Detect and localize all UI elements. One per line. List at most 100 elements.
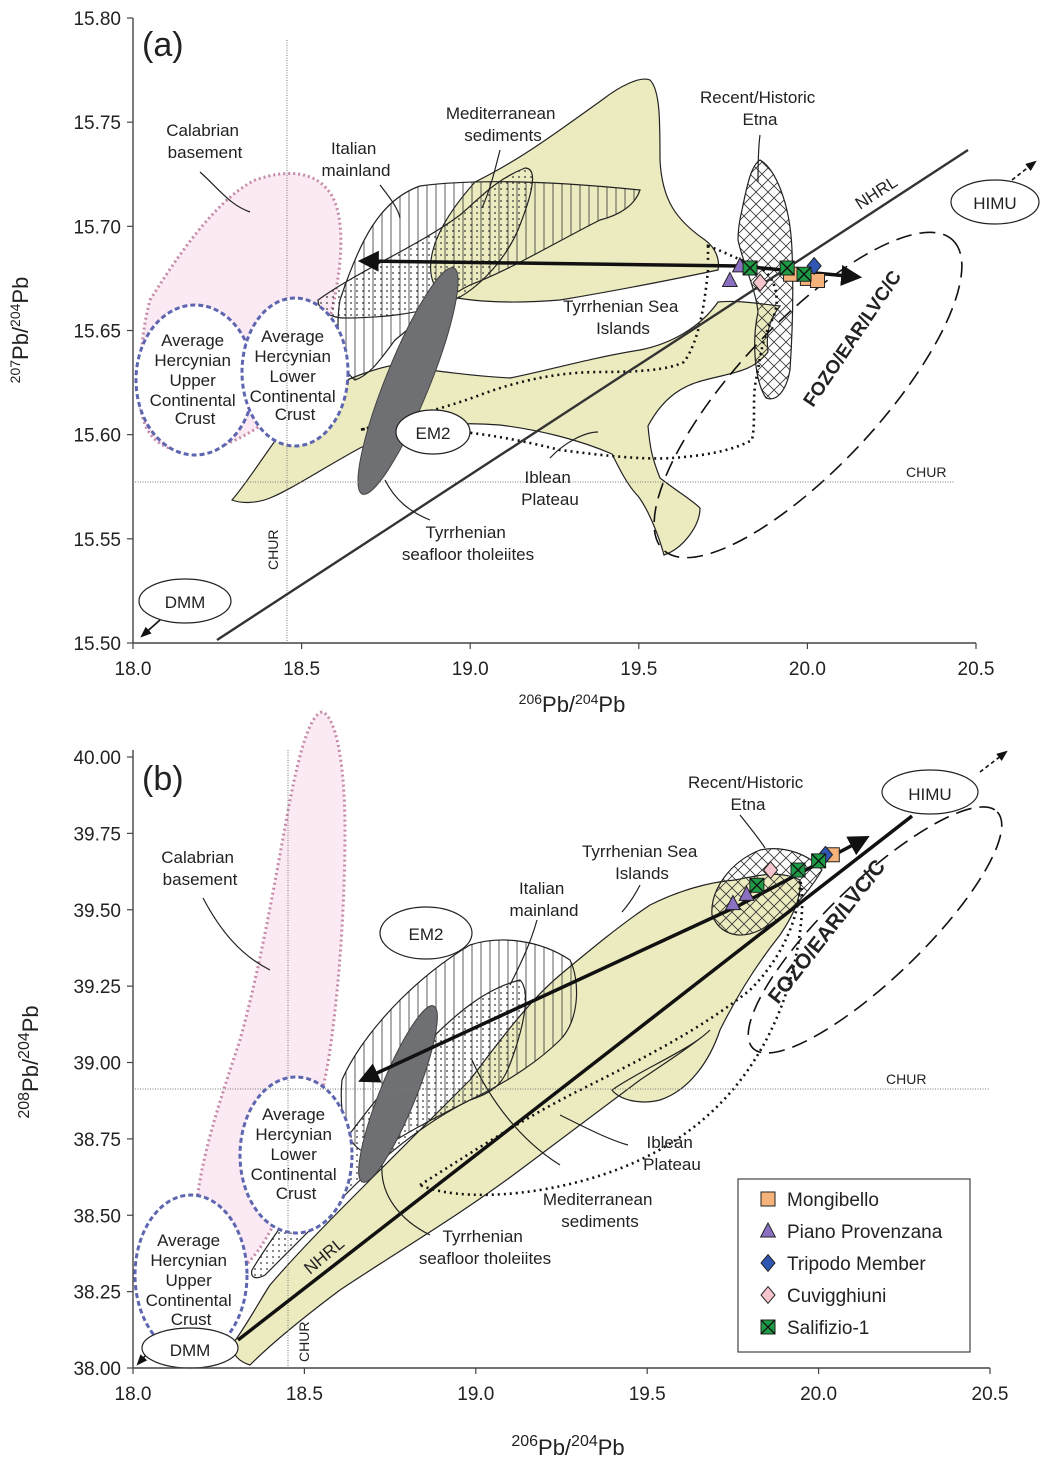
chur-label-vertical-a: CHUR (265, 530, 281, 570)
hercynian-lower-label-b: Average Hercynian Lower Continental Crus… (251, 1105, 342, 1203)
italian-mainland-field-a (337, 181, 641, 381)
x-tick-label: 19.5 (620, 659, 657, 680)
trend-arrow-left-a (357, 250, 741, 272)
iblean-leader-b (559, 1114, 629, 1146)
tholeiites-leader-b (381, 1164, 431, 1236)
dmm-label-b: DMM (170, 1341, 211, 1360)
legend-marker-diamond (760, 1285, 776, 1305)
mediterranean-label-a: Mediterranean sediments (446, 104, 560, 145)
em2-label-b: EM2 (409, 925, 444, 944)
hercynian-upper-label-a: Average Hercynian Upper Continental Crus… (150, 331, 241, 428)
y-tick-label: 15.80 (73, 9, 121, 30)
hercynian-lower-label-a: Average Hercynian Lower Continental Crus… (250, 327, 341, 424)
y-tick-label: 15.75 (73, 113, 121, 134)
legend-item: Piano Provenzana (759, 1221, 943, 1243)
y-tick-label: 15.50 (73, 634, 121, 655)
legend-marker-square (760, 1191, 776, 1207)
nhrl-line-b (236, 814, 914, 1342)
himu-oval-b (881, 769, 979, 815)
data-points-b (724, 845, 840, 911)
mediterranean-leader-b (471, 1059, 561, 1166)
tyrrhenian-seafloor-tholeiites-field-b (358, 1005, 438, 1183)
x-tick-label: 20.5 (972, 1384, 1009, 1405)
italian-leader-b (509, 919, 538, 986)
ticks-a: 18.0 18.5 19.0 19.5 20.0 20.5 15.50 15.55 15.60 1… (73, 9, 994, 680)
tholeiites-label-b: Tyrrhenian seafloor tholeiites (419, 1227, 551, 1268)
iblean-plateau-field-b (417, 879, 804, 1197)
legend-label: Cuvigghiuni (787, 1286, 886, 1307)
calabrian-label-a: Calabrian basement (166, 121, 244, 162)
iblean-label-a: Iblean Plateau (521, 468, 579, 509)
data-point-tripodo-member (806, 256, 822, 276)
panel-a: 18.0 18.5 19.0 19.5 20.0 20.5 15.50 15.55 15.60 1… (7, 9, 1040, 717)
x-tick-label: 20.0 (800, 1384, 837, 1405)
y-tick-label: 39.50 (73, 901, 121, 922)
tholeiites-label-a: Tyrrhenian seafloor tholeiites (402, 523, 534, 564)
tyrrhenian-islands-label-a: Tyrrhenian Sea Islands (563, 297, 683, 338)
dmm-label-a: DMM (165, 593, 206, 612)
y-tick-label: 15.55 (73, 530, 121, 551)
himu-arrow-b (979, 750, 1008, 773)
y-tick-label: 38.00 (73, 1359, 121, 1380)
legend-marker-crossed-square (760, 1319, 776, 1335)
mediterranean-sediments-field-a (317, 167, 534, 319)
x-tick-label: 18.5 (286, 1384, 323, 1405)
hercynian-upper-label-b: Average Hercynian Upper Continental Crus… (146, 1231, 237, 1329)
data-point-salifizio-1 (811, 853, 827, 869)
x-tick-label: 20.0 (789, 659, 826, 680)
tyrrhenian-islands-label-b: Tyrrhenian Sea Islands (582, 842, 702, 883)
tyrrhenian-seafloor-tholeiites-field-a (357, 267, 459, 495)
em2-label-a: EM2 (416, 424, 451, 443)
legend-items: Mongibello Piano Provenzana Tripodo Member… (759, 1190, 943, 1339)
nhrl-line-a (216, 148, 969, 642)
x-tick-label: 19.0 (452, 659, 489, 680)
hercynian-lower-crust-field-b (238, 1075, 354, 1235)
calabrian-label-b: Calabrian basement (161, 848, 239, 889)
legend-marker-triangle (759, 1221, 777, 1238)
x-axis-title-a: 206Pb/204Pb (519, 691, 626, 717)
data-point-mongibello (810, 273, 826, 288)
panel-label-b: (b) (142, 760, 184, 798)
legend-label: Salifizio-1 (787, 1318, 869, 1339)
fozo-field-a (653, 231, 963, 559)
y-tick-label: 38.25 (73, 1283, 121, 1304)
chur-label-horizontal-b: CHUR (886, 1071, 926, 1087)
data-point-salifizio-1 (742, 260, 758, 276)
nhrl-label-a: NHRL (852, 172, 901, 213)
em2-oval-b (379, 906, 473, 960)
iblean-label-b: Iblean Plateau (643, 1133, 701, 1174)
data-point-piano-provenzana (721, 271, 739, 287)
x-tick-label: 19.5 (629, 1384, 666, 1405)
calabrian-leader-a (199, 171, 251, 213)
data-point-salifizio-1 (779, 260, 795, 276)
legend-item: Cuvigghiuni (760, 1285, 886, 1307)
recent-label-a: Recent/Historic Etna (700, 88, 820, 129)
legend-box (737, 1178, 971, 1353)
data-point-piano-provenzana (738, 885, 755, 901)
data-point-salifizio-1 (796, 266, 812, 282)
x-tick-label: 18.0 (115, 1384, 152, 1405)
panel-label-a: (a) (142, 26, 184, 64)
italian-label-a: Italian mainland (322, 139, 391, 180)
x-tick-label: 18.5 (283, 659, 320, 680)
legend-marker-diamond (760, 1253, 776, 1273)
recent-historic-etna-field-a (737, 159, 794, 400)
ticks-b: 18.0 18.5 19.0 19.5 20.0 20.5 38.00 38.25 38.50 3… (73, 748, 1008, 1405)
legend-label: Tripodo Member (787, 1254, 926, 1275)
recent-leader-b (739, 814, 766, 849)
legend-item: Salifizio-1 (760, 1318, 869, 1339)
calabrian-leader-b (202, 897, 271, 971)
dmm-arrow-a (140, 619, 161, 638)
fozo-field-b (747, 806, 1003, 1054)
y-tick-label: 38.50 (73, 1206, 121, 1227)
panel-b: 18.0 18.5 19.0 19.5 20.0 20.5 38.00 38.25 38.50 3… (16, 710, 1008, 1460)
legend-item: Mongibello (760, 1190, 879, 1211)
italian-label-b: Italian mainland (510, 879, 579, 920)
legend: Mongibello Piano Provenzana Tripodo Member… (737, 1178, 971, 1353)
y-tick-label: 40.00 (73, 748, 121, 769)
y-tick-label: 38.75 (73, 1130, 121, 1151)
data-point-salifizio-1 (790, 862, 806, 878)
y-axis-title-b: 208Pb/204Pb (16, 1005, 43, 1118)
y-tick-label: 15.60 (73, 426, 121, 447)
